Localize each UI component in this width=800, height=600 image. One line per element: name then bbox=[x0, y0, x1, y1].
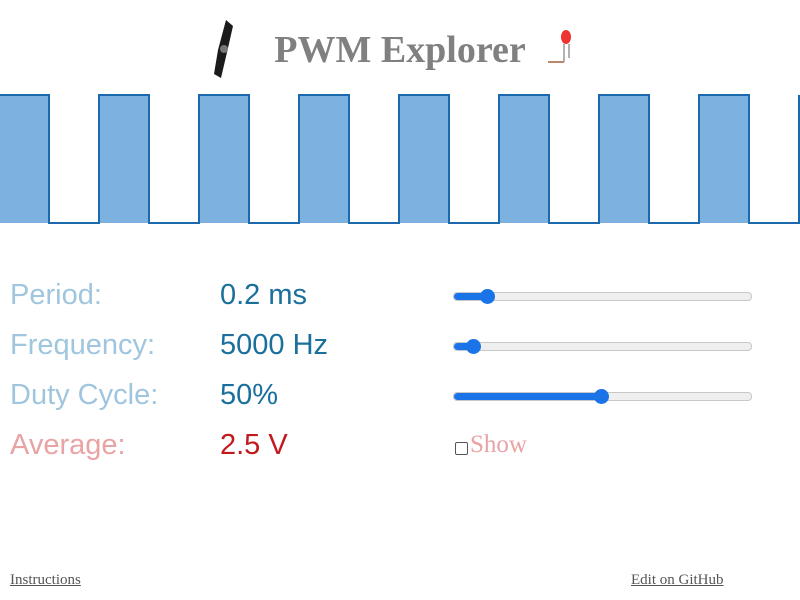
frequency-label: Frequency: bbox=[10, 329, 156, 361]
average-label: Average: bbox=[10, 429, 126, 461]
show-checkbox[interactable] bbox=[455, 442, 468, 455]
frequency-value: 5000 Hz bbox=[220, 329, 329, 361]
servo-icon bbox=[214, 20, 233, 78]
period-value: 0.2 ms bbox=[220, 279, 308, 311]
pulse bbox=[100, 95, 149, 223]
duty-cycle-label: Duty Cycle: bbox=[10, 379, 159, 411]
pulse bbox=[0, 95, 49, 223]
pulse bbox=[500, 95, 549, 223]
pwm-wave bbox=[0, 94, 800, 224]
show-label[interactable]: Show bbox=[470, 431, 527, 458]
pulse bbox=[300, 95, 349, 223]
frequency-slider[interactable] bbox=[453, 339, 752, 354]
duty-cycle-value: 50% bbox=[220, 379, 279, 411]
app-title: PWM Explorer bbox=[274, 29, 526, 71]
period-label: Period: bbox=[10, 279, 102, 311]
pulse bbox=[700, 95, 749, 223]
github-link[interactable]: Edit on GitHub bbox=[631, 572, 724, 588]
pulse bbox=[400, 95, 449, 223]
pulse bbox=[200, 95, 249, 223]
average-value: 2.5 V bbox=[220, 429, 288, 461]
period-slider[interactable] bbox=[453, 289, 752, 304]
instructions-link[interactable]: Instructions bbox=[10, 572, 81, 588]
pulse bbox=[600, 95, 649, 223]
waveform bbox=[0, 20, 800, 224]
led-icon bbox=[548, 30, 571, 63]
duty-cycle-slider[interactable] bbox=[453, 389, 752, 404]
